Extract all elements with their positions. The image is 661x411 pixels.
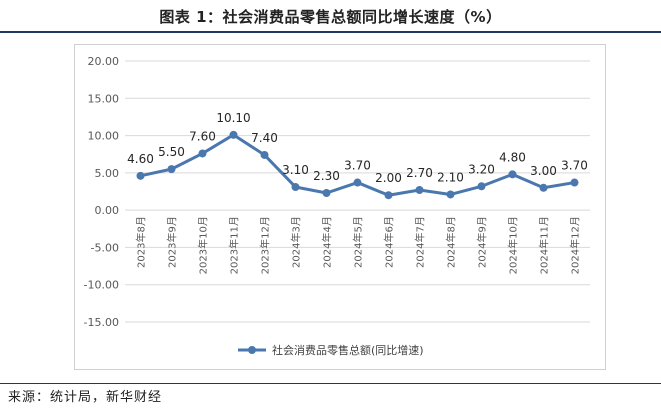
x-tick-label: 2023年10月	[197, 216, 210, 274]
data-label: 2.70	[406, 166, 433, 180]
data-point	[136, 171, 145, 180]
y-tick-label: 20.00	[88, 55, 120, 68]
data-point	[167, 165, 176, 174]
x-tick-label: 2023年11月	[228, 216, 241, 274]
data-label: 2.30	[313, 169, 340, 183]
data-point	[260, 150, 269, 159]
data-point	[477, 182, 486, 191]
data-point	[198, 149, 207, 158]
legend-label: 社会消费品零售总额(同比增速)	[272, 343, 424, 357]
y-tick-label: -5.00	[91, 241, 119, 254]
x-tick-label: 2023年8月	[135, 216, 148, 268]
source-note: 来源：统计局，新华财经	[8, 390, 163, 405]
x-tick-label: 2024年12月	[569, 216, 582, 274]
x-tick-label: 2024年8月	[445, 216, 458, 268]
y-tick-label: -10.00	[84, 279, 119, 292]
data-label: 7.40	[251, 131, 278, 145]
data-label: 3.70	[561, 159, 588, 173]
data-point	[570, 178, 579, 187]
x-tick-label: 2024年9月	[476, 216, 489, 268]
x-tick-label: 2024年11月	[538, 216, 551, 274]
x-tick-label: 2024年7月	[414, 216, 427, 268]
y-tick-label: 5.00	[95, 167, 120, 180]
data-label: 3.20	[468, 162, 495, 176]
data-label: 3.10	[282, 163, 309, 177]
y-tick-label: -15.00	[84, 316, 119, 329]
x-tick-label: 2023年9月	[166, 216, 179, 268]
data-point	[539, 183, 548, 192]
y-tick-label: 10.00	[88, 130, 120, 143]
data-point	[291, 183, 300, 192]
data-label: 3.00	[530, 164, 557, 178]
data-label: 4.60	[127, 152, 154, 166]
data-point	[415, 186, 424, 195]
y-tick-label: 0.00	[95, 204, 120, 217]
bottom-divider	[0, 383, 661, 384]
data-label: 4.80	[499, 150, 526, 164]
data-point	[446, 190, 455, 199]
legend-swatch-marker	[248, 346, 256, 354]
data-label: 7.60	[189, 129, 216, 143]
data-label: 3.70	[344, 159, 371, 173]
data-point	[384, 191, 393, 200]
data-point	[508, 170, 517, 179]
x-tick-label: 2023年12月	[259, 216, 272, 274]
x-tick-label: 2024年4月	[321, 216, 334, 268]
data-label: 10.10	[216, 111, 250, 125]
data-point	[353, 178, 362, 187]
header: 图表 1：社会消费品零售总额同比增长速度（%）	[0, 0, 661, 30]
x-tick-label: 2024年10月	[507, 216, 520, 274]
top-divider	[0, 31, 661, 33]
chart-title: 图表 1：社会消费品零售总额同比增长速度（%）	[159, 8, 502, 26]
data-point	[322, 188, 331, 197]
x-tick-label: 2024年6月	[383, 216, 396, 268]
data-label: 2.10	[437, 170, 464, 184]
x-tick-label: 2024年3月	[290, 216, 303, 268]
x-tick-label: 2024年5月	[352, 216, 365, 268]
data-point	[229, 130, 238, 139]
y-tick-label: 15.00	[88, 92, 120, 105]
data-label: 2.00	[375, 171, 402, 185]
data-label: 5.50	[158, 145, 185, 159]
